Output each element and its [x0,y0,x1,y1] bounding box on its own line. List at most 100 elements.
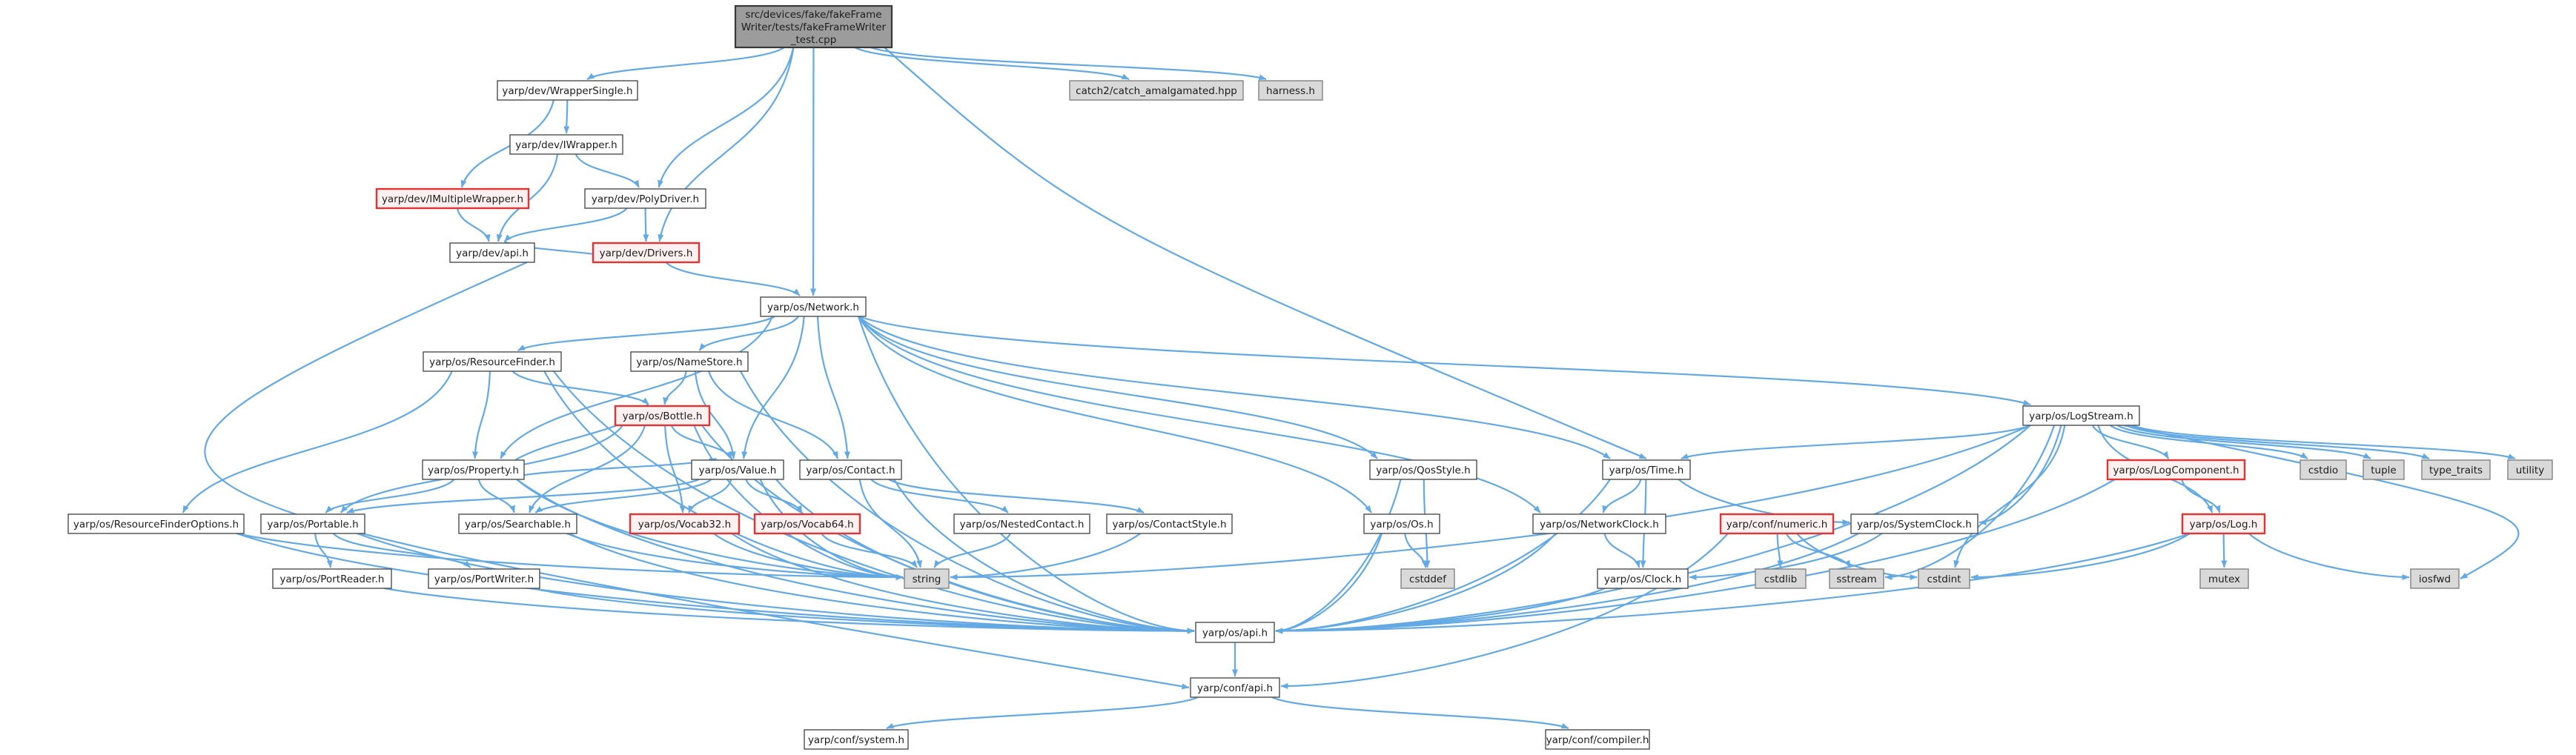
node-box-searchable[interactable] [458,513,577,534]
graph-node-portreader[interactable]: yarp/os/PortReader.h [272,568,392,589]
node-box-cstdlib[interactable] [1755,568,1807,589]
node-box-polydriver[interactable] [584,188,706,209]
graph-node-os_api[interactable]: yarp/os/api.h [1195,622,1275,643]
graph-node-root[interactable]: src/devices/fake/fakeFrameWriter/tests/f… [734,4,893,49]
node-box-bottle[interactable] [614,405,711,427]
node-box-drivers[interactable] [592,242,701,264]
graph-node-namestore[interactable]: yarp/os/NameStore.h [630,351,749,372]
graph-node-network[interactable]: yarp/os/Network.h [760,296,867,317]
node-box-rfo[interactable] [67,513,245,534]
node-box-clock[interactable] [1597,568,1689,589]
graph-node-time[interactable]: yarp/os/Time.h [1602,459,1691,480]
graph-node-numeric[interactable]: yarp/conf/numeric.h [1719,513,1835,535]
graph-node-cstddef[interactable]: cstddef [1400,568,1455,589]
node-box-contactstyle[interactable] [1106,513,1233,534]
graph-node-cstdint[interactable]: cstdint [1918,568,1970,589]
graph-node-rfo[interactable]: yarp/os/ResourceFinderOptions.h [67,513,245,534]
graph-node-type_traits[interactable]: type_traits [2421,459,2491,480]
node-box-resourcefinder[interactable] [423,351,562,372]
graph-node-logstream[interactable]: yarp/os/LogStream.h [2022,405,2140,426]
node-box-iwrapper[interactable] [509,134,623,155]
graph-node-property[interactable]: yarp/os/Property.h [422,459,525,480]
graph-node-conf_api[interactable]: yarp/conf/api.h [1190,677,1280,698]
node-box-sstream[interactable] [1829,568,1884,589]
node-box-network[interactable] [760,296,867,317]
node-box-iosfwd[interactable] [2410,568,2460,589]
node-box-cstdint[interactable] [1918,568,1970,589]
node-box-log[interactable] [2181,513,2266,535]
graph-node-conf_compiler[interactable]: yarp/conf/compiler.h [1545,729,1650,750]
graph-node-conf_system[interactable]: yarp/conf/system.h [804,729,909,750]
graph-node-networkclock[interactable]: yarp/os/NetworkClock.h [1532,513,1666,534]
node-box-root[interactable] [734,4,893,49]
node-box-vocab64[interactable] [753,513,861,535]
graph-node-log[interactable]: yarp/os/Log.h [2181,513,2266,535]
graph-node-os_h[interactable]: yarp/os/Os.h [1363,513,1440,534]
graph-node-dev_api[interactable]: yarp/dev/api.h [449,242,535,263]
node-box-systemclock[interactable] [1850,513,1979,534]
graph-node-qosstyle[interactable]: yarp/os/QosStyle.h [1369,459,1477,480]
node-box-mutex[interactable] [2199,568,2249,589]
node-box-utility[interactable] [2507,459,2553,480]
node-box-nestedcontact[interactable] [953,513,1090,534]
graph-node-nestedcontact[interactable]: yarp/os/NestedContact.h [953,513,1090,534]
node-box-property[interactable] [422,459,525,480]
node-box-cstddef[interactable] [1400,568,1455,589]
node-box-dev_api[interactable] [449,242,535,263]
graph-node-logcomponent[interactable]: yarp/os/LogComponent.h [2106,459,2246,481]
node-box-networkclock[interactable] [1532,513,1666,534]
node-box-imultiple[interactable] [375,187,530,210]
node-box-harness[interactable] [1258,80,1323,101]
graph-node-harness[interactable]: harness.h [1258,80,1323,101]
node-box-portreader[interactable] [272,568,392,589]
node-box-logcomponent[interactable] [2106,459,2246,481]
node-box-type_traits[interactable] [2421,459,2491,480]
node-box-qosstyle[interactable] [1369,459,1477,480]
node-box-portwriter[interactable] [428,568,540,589]
graph-node-iosfwd[interactable]: iosfwd [2410,568,2460,589]
graph-node-contactstyle[interactable]: yarp/os/ContactStyle.h [1106,513,1233,534]
graph-node-vocab64[interactable]: yarp/os/Vocab64.h [753,513,861,535]
node-box-namestore[interactable] [630,351,749,372]
graph-node-value[interactable]: yarp/os/Value.h [691,459,784,480]
node-box-portable[interactable] [260,513,365,534]
graph-node-portwriter[interactable]: yarp/os/PortWriter.h [428,568,540,589]
graph-node-resourcefinder[interactable]: yarp/os/ResourceFinder.h [423,351,562,372]
graph-node-string[interactable]: string [904,568,950,589]
graph-node-iwrapper[interactable]: yarp/dev/IWrapper.h [509,134,623,155]
node-box-wrapper_single[interactable] [497,80,638,101]
node-box-conf_system[interactable] [804,729,909,750]
graph-node-systemclock[interactable]: yarp/os/SystemClock.h [1850,513,1979,534]
graph-node-drivers[interactable]: yarp/dev/Drivers.h [592,242,701,264]
graph-node-sstream[interactable]: sstream [1829,568,1884,589]
node-box-os_h[interactable] [1363,513,1440,534]
node-box-value[interactable] [691,459,784,480]
graph-node-contact[interactable]: yarp/os/Contact.h [799,459,902,480]
node-box-os_api[interactable] [1195,622,1275,643]
node-box-time[interactable] [1602,459,1691,480]
node-box-contact[interactable] [799,459,902,480]
graph-node-vocab32[interactable]: yarp/os/Vocab32.h [629,513,741,535]
graph-node-utility[interactable]: utility [2507,459,2553,480]
node-box-numeric[interactable] [1719,513,1835,535]
graph-node-tuple[interactable]: tuple [2363,459,2405,480]
graph-node-clock[interactable]: yarp/os/Clock.h [1597,568,1689,589]
graph-node-cstdlib[interactable]: cstdlib [1755,568,1807,589]
node-box-logstream[interactable] [2022,405,2140,426]
graph-node-mutex[interactable]: mutex [2199,568,2249,589]
node-box-cstdio[interactable] [2299,459,2347,480]
node-box-tuple[interactable] [2363,459,2405,480]
graph-node-catch2[interactable]: catch2/catch_amalgamated.hpp [1069,80,1244,101]
node-box-conf_compiler[interactable] [1545,729,1650,750]
graph-node-wrapper_single[interactable]: yarp/dev/WrapperSingle.h [497,80,638,101]
node-box-conf_api[interactable] [1190,677,1280,698]
graph-node-searchable[interactable]: yarp/os/Searchable.h [458,513,577,534]
graph-node-portable[interactable]: yarp/os/Portable.h [260,513,365,534]
graph-node-cstdio[interactable]: cstdio [2299,459,2347,480]
graph-node-polydriver[interactable]: yarp/dev/PolyDriver.h [584,188,706,209]
node-box-catch2[interactable] [1069,80,1244,101]
graph-node-bottle[interactable]: yarp/os/Bottle.h [614,405,711,427]
node-box-string[interactable] [904,568,950,589]
graph-node-imultiple[interactable]: yarp/dev/IMultipleWrapper.h [375,187,530,210]
node-box-vocab32[interactable] [629,513,741,535]
